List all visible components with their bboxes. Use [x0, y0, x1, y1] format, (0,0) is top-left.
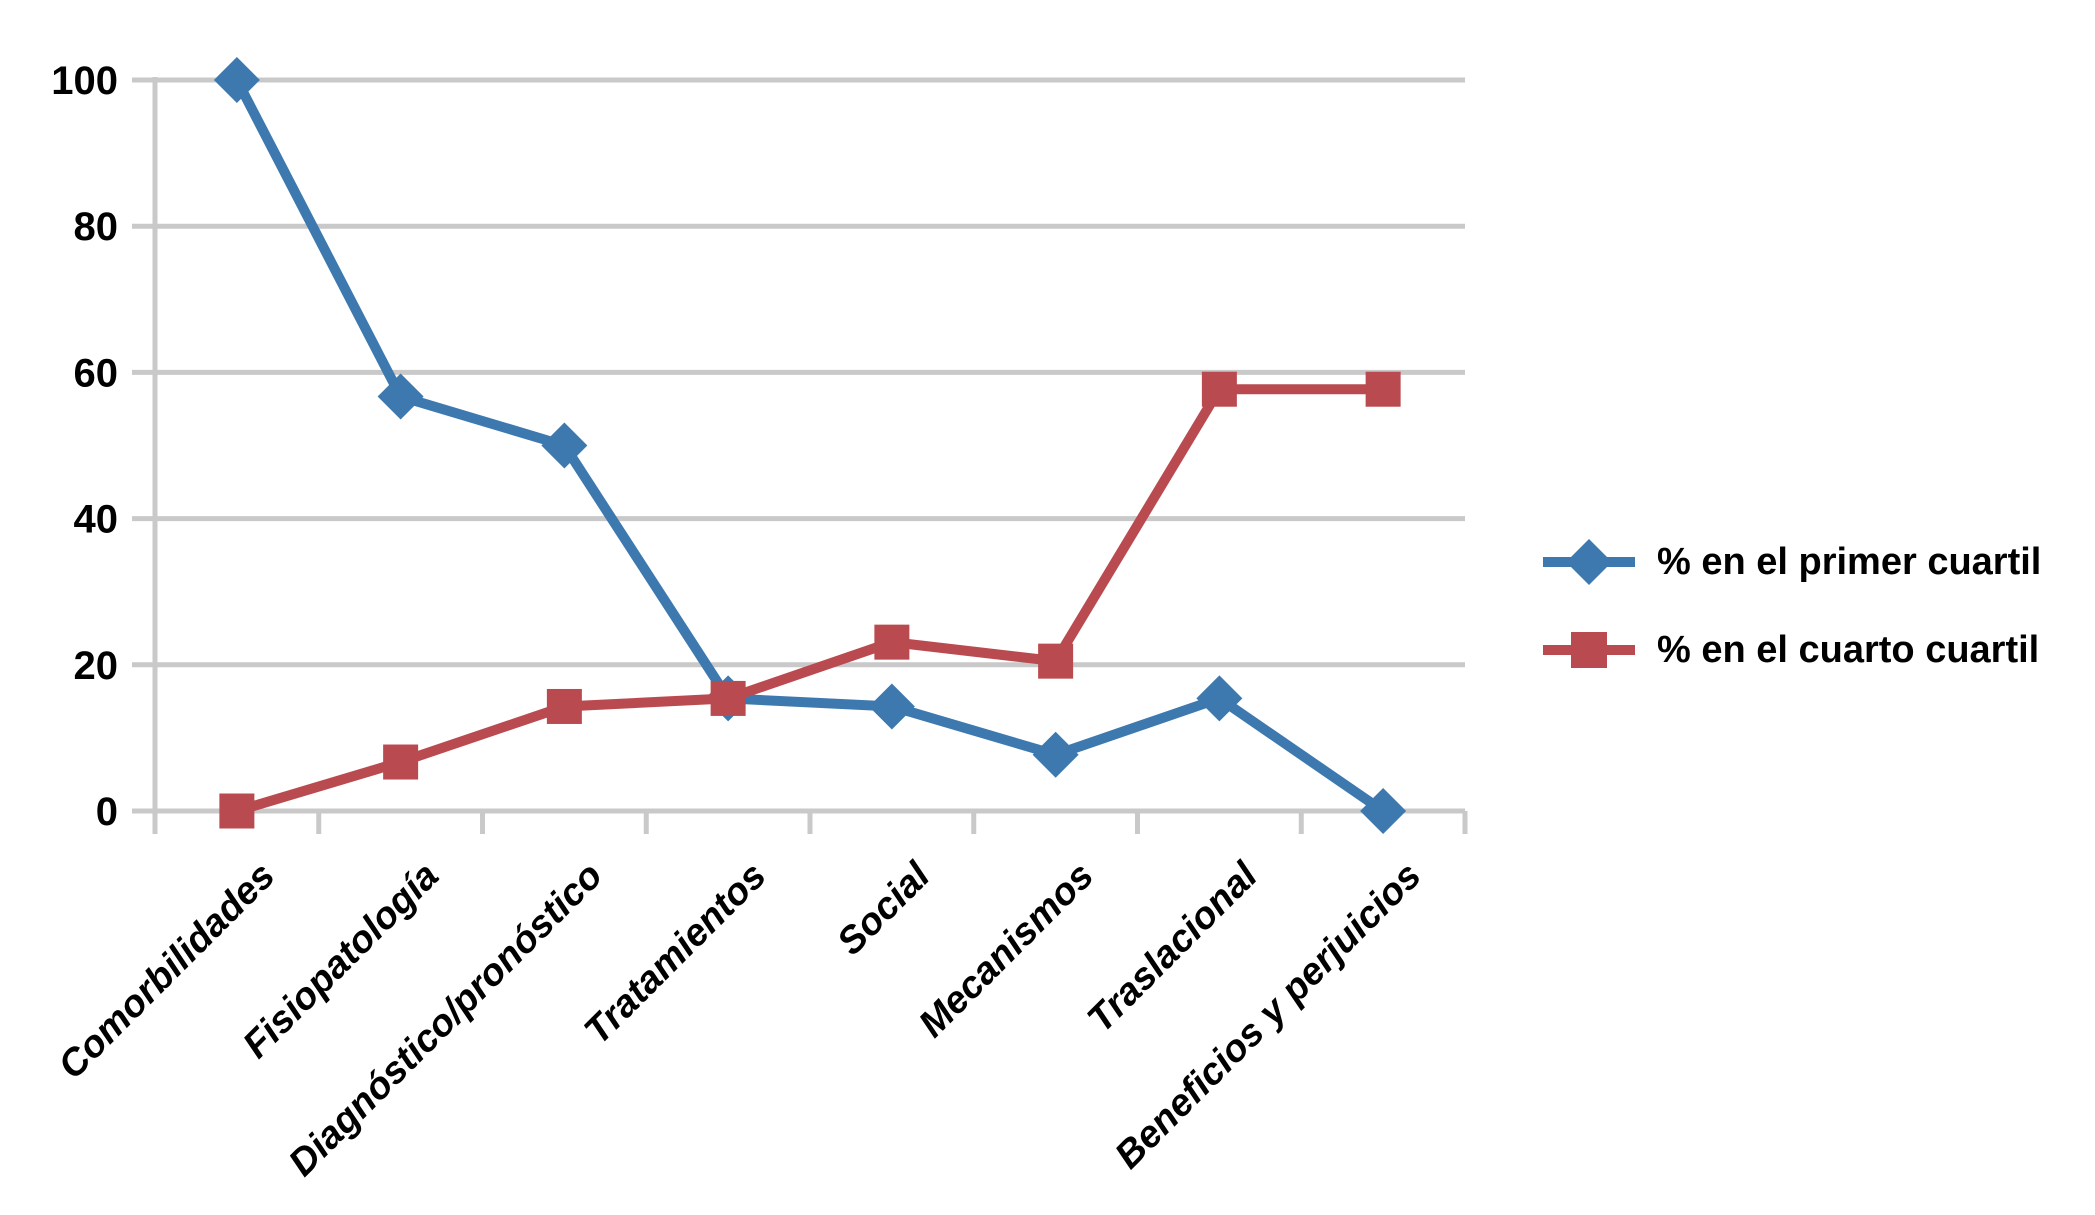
data-point-square	[874, 624, 910, 660]
x-axis-label: Social	[829, 854, 939, 964]
data-point-diamond	[213, 57, 260, 103]
square-marker-icon	[1543, 632, 1635, 668]
data-point-diamond	[377, 373, 424, 420]
data-point-square	[1038, 643, 1074, 679]
data-point-square	[383, 744, 419, 780]
y-axis-label: 80	[74, 205, 119, 249]
legend-item-primer-cuartil: % en el primer cuartil	[1543, 534, 2041, 590]
data-point-square	[1201, 371, 1237, 407]
legend: % en el primer cuartil % en el cuarto cu…	[1543, 534, 2041, 710]
data-point-diamond	[541, 422, 588, 469]
y-axis-label: 40	[74, 498, 119, 542]
y-axis-label: 60	[74, 351, 119, 395]
x-axis-label: Comorbilidades	[50, 855, 283, 1088]
y-axis-label: 0	[96, 790, 118, 834]
x-axis-label: Beneficios y perjuicios	[1107, 855, 1429, 1177]
series-line-0	[232, 77, 1386, 816]
diamond-marker-icon	[1543, 539, 1635, 585]
x-axis-label: Traslacional	[1080, 854, 1267, 1041]
data-point-square	[546, 688, 582, 724]
y-axis-label: 100	[51, 59, 118, 103]
x-axis-label: Mecanismos	[911, 855, 1102, 1046]
data-point-diamond	[1032, 731, 1079, 778]
x-axis-label: Diagnóstico/pronóstico	[281, 855, 611, 1185]
data-point-square	[1365, 371, 1401, 407]
data-point-diamond	[1196, 675, 1243, 722]
data-point-diamond	[1360, 788, 1407, 834]
data-point-square	[710, 680, 746, 716]
legend-label-cuarto-cuartil: % en el cuarto cuartil	[1657, 629, 2040, 671]
data-point-square	[219, 793, 255, 829]
y-axis-label: 20	[74, 644, 119, 688]
data-point-diamond	[868, 683, 915, 730]
legend-label-primer-cuartil: % en el primer cuartil	[1657, 541, 2042, 583]
series-line-1	[235, 384, 1384, 816]
legend-item-cuarto-cuartil: % en el cuarto cuartil	[1543, 622, 2041, 678]
